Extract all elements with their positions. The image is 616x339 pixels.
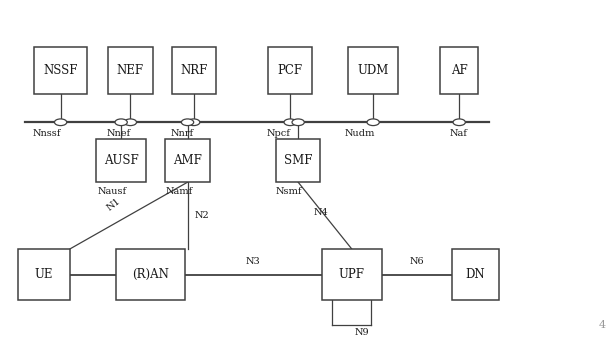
Text: UDM: UDM (357, 64, 389, 77)
FancyBboxPatch shape (34, 47, 87, 94)
Circle shape (124, 119, 137, 125)
Text: AF: AF (451, 64, 468, 77)
Text: AUSF: AUSF (103, 154, 139, 167)
Text: NRF: NRF (180, 64, 208, 77)
Text: UE: UE (34, 268, 53, 281)
Text: DN: DN (466, 268, 485, 281)
Text: Nsmf: Nsmf (276, 187, 302, 196)
Text: Nnrf: Nnrf (171, 129, 193, 138)
Circle shape (453, 119, 465, 125)
Circle shape (115, 119, 128, 125)
Circle shape (284, 119, 296, 125)
Text: N9: N9 (355, 328, 370, 337)
FancyBboxPatch shape (172, 47, 216, 94)
Text: N6: N6 (410, 257, 424, 266)
Circle shape (187, 119, 200, 125)
Text: 4: 4 (599, 320, 606, 331)
Text: Naf: Naf (449, 129, 467, 138)
Text: N4: N4 (314, 208, 328, 217)
Text: PCF: PCF (278, 64, 302, 77)
Text: NEF: NEF (117, 64, 144, 77)
FancyBboxPatch shape (452, 249, 498, 300)
Circle shape (367, 119, 379, 125)
Circle shape (292, 119, 304, 125)
Text: Nnssf: Nnssf (33, 129, 61, 138)
Text: Npcf: Npcf (266, 129, 290, 138)
Text: N2: N2 (195, 211, 209, 220)
FancyBboxPatch shape (108, 47, 153, 94)
Text: UPF: UPF (339, 268, 365, 281)
Text: Namf: Namf (166, 187, 193, 196)
Text: (R)AN: (R)AN (132, 268, 169, 281)
FancyBboxPatch shape (96, 139, 147, 182)
FancyBboxPatch shape (18, 249, 70, 300)
Text: SMF: SMF (284, 154, 312, 167)
Text: Nnef: Nnef (107, 129, 131, 138)
Text: N3: N3 (246, 257, 261, 266)
FancyBboxPatch shape (322, 249, 382, 300)
FancyBboxPatch shape (440, 47, 478, 94)
Text: N1: N1 (105, 196, 122, 212)
Text: NSSF: NSSF (43, 64, 78, 77)
FancyBboxPatch shape (348, 47, 399, 94)
Circle shape (181, 119, 193, 125)
FancyBboxPatch shape (116, 249, 185, 300)
FancyBboxPatch shape (276, 139, 320, 182)
FancyBboxPatch shape (166, 139, 209, 182)
Text: Nausf: Nausf (97, 187, 126, 196)
Text: AMF: AMF (173, 154, 202, 167)
FancyBboxPatch shape (268, 47, 312, 94)
Circle shape (54, 119, 67, 125)
Text: Nudm: Nudm (345, 129, 375, 138)
